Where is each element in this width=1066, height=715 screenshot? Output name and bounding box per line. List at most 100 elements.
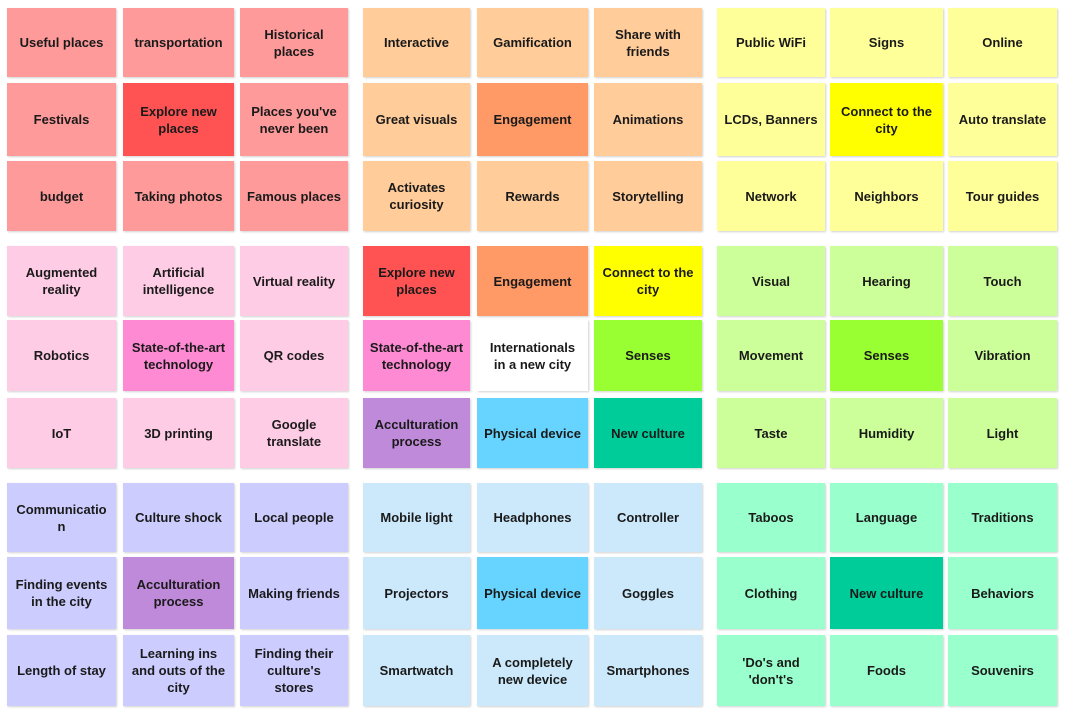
sticky-note-label: Learning ins and outs of the city bbox=[131, 646, 226, 695]
sticky-note: Taking photos bbox=[123, 161, 234, 231]
sticky-note: Hearing bbox=[830, 246, 943, 316]
sticky-note: Smartwatch bbox=[363, 635, 470, 706]
sticky-note: Making friends bbox=[240, 557, 348, 629]
sticky-note: Augmented reality bbox=[7, 246, 116, 316]
sticky-note: Online bbox=[948, 8, 1057, 77]
sticky-note: Foods bbox=[830, 635, 943, 706]
sticky-note-label: Headphones bbox=[493, 510, 572, 525]
sticky-note: Useful places bbox=[7, 8, 116, 77]
sticky-note: Great visuals bbox=[363, 83, 470, 156]
sticky-note-label: Finding events in the city bbox=[15, 577, 108, 609]
sticky-note-label: Physical device bbox=[484, 425, 581, 441]
sticky-note-label: Activates curiosity bbox=[387, 180, 446, 212]
sticky-note: Souvenirs bbox=[948, 635, 1057, 706]
sticky-note: Places you've never been bbox=[240, 83, 348, 156]
sticky-note: Network bbox=[717, 161, 825, 231]
sticky-note-label: Culture shock bbox=[135, 510, 222, 525]
sticky-note-label: Acculturation process bbox=[136, 577, 221, 609]
sticky-note: New culture bbox=[594, 398, 702, 468]
sticky-note-label: Communicatio n bbox=[16, 501, 107, 534]
sticky-note: Vibration bbox=[948, 320, 1057, 391]
sticky-note-label: Interactive bbox=[383, 35, 450, 50]
sticky-note-label: Length of stay bbox=[17, 663, 106, 678]
sticky-note: Festivals bbox=[7, 83, 116, 156]
sticky-note: IoT bbox=[7, 398, 116, 468]
sticky-note-label: Animations bbox=[612, 112, 684, 127]
sticky-note-label: Useful places bbox=[19, 35, 104, 50]
sticky-note-label: Physical device bbox=[484, 585, 581, 601]
sticky-note-label: Making friends bbox=[248, 585, 340, 601]
sticky-note: Taste bbox=[717, 398, 825, 468]
sticky-note-label: Artificial intelligence bbox=[142, 265, 215, 297]
sticky-note-label: Famous places bbox=[247, 188, 341, 204]
sticky-note-label: Projectors bbox=[384, 585, 449, 601]
sticky-note-label: Tour guides bbox=[965, 188, 1040, 204]
sticky-note: Famous places bbox=[240, 161, 348, 231]
sticky-note: budget bbox=[7, 161, 116, 231]
sticky-note-label: 3D printing bbox=[144, 425, 213, 441]
sticky-note: Engagement bbox=[477, 83, 588, 156]
sticky-note-label: Connect to the city bbox=[841, 103, 932, 136]
sticky-note-label: Foods bbox=[867, 663, 906, 678]
sticky-note-label: Finding their culture's stores bbox=[254, 646, 334, 695]
sticky-note-label: Vibration bbox=[974, 348, 1031, 363]
sticky-note-label: Smartphones bbox=[606, 663, 690, 678]
sticky-note-label: Virtual reality bbox=[252, 273, 336, 289]
sticky-note: Storytelling bbox=[594, 161, 702, 231]
sticky-note-label: Souvenirs bbox=[971, 663, 1034, 678]
sticky-note: Senses bbox=[830, 320, 943, 391]
sticky-note: Learning ins and outs of the city bbox=[123, 635, 234, 706]
sticky-note-label: Senses bbox=[863, 348, 910, 363]
sticky-note: Neighbors bbox=[830, 161, 943, 231]
sticky-note: Interactive bbox=[363, 8, 470, 77]
sticky-note-label: Storytelling bbox=[612, 188, 684, 204]
sticky-note-label: Movement bbox=[738, 348, 804, 363]
sticky-note: Historical places bbox=[240, 8, 348, 77]
sticky-note: Tour guides bbox=[948, 161, 1057, 231]
sticky-note-label: IoT bbox=[51, 425, 72, 441]
sticky-note: Length of stay bbox=[7, 635, 116, 706]
sticky-note: Projectors bbox=[363, 557, 470, 629]
sticky-note-label: Signs bbox=[868, 35, 905, 50]
sticky-note: 3D printing bbox=[123, 398, 234, 468]
sticky-note-label: Engagement bbox=[493, 273, 572, 289]
sticky-note: Share with friends bbox=[594, 8, 702, 77]
sticky-note-label: Great visuals bbox=[375, 112, 458, 127]
sticky-note: Goggles bbox=[594, 557, 702, 629]
sticky-note: Movement bbox=[717, 320, 825, 391]
sticky-note: Signs bbox=[830, 8, 943, 77]
sticky-note-label: Neighbors bbox=[854, 188, 919, 204]
sticky-note: Virtual reality bbox=[240, 246, 348, 316]
sticky-note-label: Light bbox=[986, 425, 1019, 441]
sticky-note: Artificial intelligence bbox=[123, 246, 234, 316]
sticky-note-label: 'Do's and 'don't's bbox=[742, 654, 800, 687]
sticky-note-label: Gamification bbox=[493, 35, 572, 50]
sticky-note: Internationals in a new city bbox=[477, 320, 588, 391]
sticky-note-label: State-of-the-art technology bbox=[369, 339, 464, 372]
sticky-note: Local people bbox=[240, 483, 348, 552]
sticky-note: Smartphones bbox=[594, 635, 702, 706]
sticky-note-label: Network bbox=[745, 188, 797, 204]
sticky-note: Communicatio n bbox=[7, 483, 116, 552]
sticky-note-label: QR codes bbox=[263, 348, 325, 363]
sticky-note: Finding their culture's stores bbox=[240, 635, 348, 706]
sticky-note-label: Connect to the city bbox=[602, 265, 694, 297]
sticky-note-label: Explore new places bbox=[140, 103, 217, 136]
sticky-note: A completely new device bbox=[477, 635, 588, 706]
sticky-note-label: Acculturation process bbox=[374, 417, 459, 449]
sticky-note-label: LCDs, Banners bbox=[724, 112, 818, 127]
sticky-note-label: Traditions bbox=[971, 510, 1034, 525]
sticky-note: State-of-the-art technology bbox=[123, 320, 234, 391]
sticky-note-label: Goggles bbox=[621, 585, 674, 601]
sticky-note: Clothing bbox=[717, 557, 825, 629]
sticky-note: Finding events in the city bbox=[7, 557, 116, 629]
sticky-note-label: Online bbox=[982, 35, 1023, 50]
sticky-note-label: Festivals bbox=[33, 112, 90, 127]
sticky-note-label: Taboos bbox=[748, 510, 794, 525]
sticky-note: 'Do's and 'don't's bbox=[717, 635, 825, 706]
sticky-note: Headphones bbox=[477, 483, 588, 552]
sticky-note: LCDs, Banners bbox=[717, 83, 825, 156]
sticky-note: QR codes bbox=[240, 320, 348, 391]
sticky-note-label: Robotics bbox=[33, 348, 90, 363]
sticky-note: Gamification bbox=[477, 8, 588, 77]
